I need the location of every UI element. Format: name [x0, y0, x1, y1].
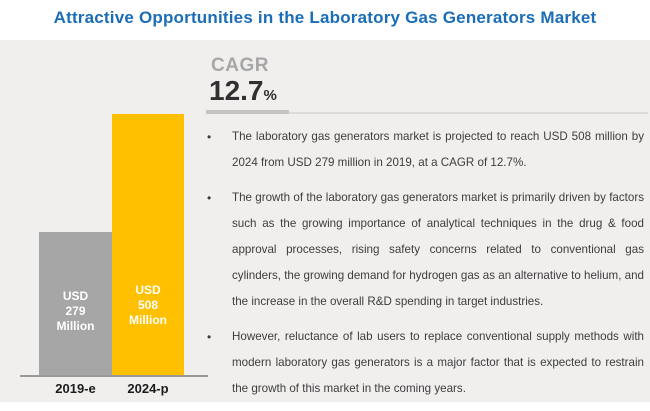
- bullet-dot: •: [207, 130, 212, 144]
- x-axis-label-2024p: 2024-p: [127, 381, 169, 396]
- page-title: Attractive Opportunities in the Laborato…: [53, 8, 597, 27]
- bullet-dot: •: [207, 191, 212, 205]
- bullet-item: • However, reluctance of lab users to re…: [207, 324, 644, 402]
- cagr-label: CAGR: [211, 55, 269, 76]
- bullet-text-restraints: However, reluctance of lab users to repl…: [232, 330, 644, 395]
- cagr-value-number: 12.7: [209, 75, 264, 106]
- bullet-item: • The laboratory gas generators market i…: [207, 124, 644, 176]
- cagr-underline: [206, 110, 289, 114]
- section-divider-line: [206, 112, 648, 114]
- bar-value-label-2024p: USD 508 Million: [129, 283, 167, 327]
- bar-value-label-2019e: USD 279 Million: [56, 289, 95, 333]
- bullet-dot: •: [207, 330, 212, 344]
- x-axis-line: [20, 375, 208, 377]
- bullet-text-market-projection: The laboratory gas generators market is …: [232, 130, 644, 169]
- bullet-item: • The growth of the laboratory gas gener…: [207, 185, 644, 315]
- bar-2024p: USD 508 Million: [112, 114, 184, 376]
- x-axis-label-2019e: 2019-e: [55, 381, 96, 396]
- bullet-text-growth-drivers: The growth of the laboratory gas generat…: [232, 191, 644, 308]
- cagr-percent-sign: %: [263, 87, 277, 104]
- bar-2019e: USD 279 Million: [39, 232, 112, 376]
- bullet-list: • The laboratory gas generators market i…: [207, 124, 644, 411]
- cagr-value: 12.7%: [209, 75, 277, 107]
